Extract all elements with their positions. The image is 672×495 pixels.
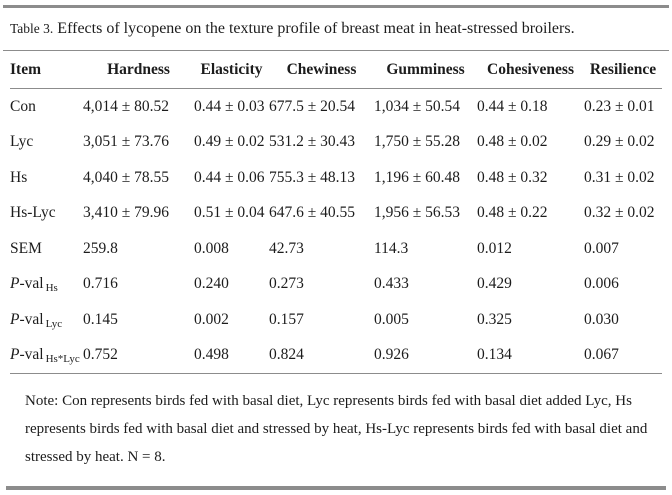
- column-header-cohesiveness: Cohesiveness: [477, 51, 584, 89]
- cell-pval-hs-lyc-gumminess: 0.926: [374, 337, 477, 374]
- row-label-main: -val: [19, 346, 44, 364]
- cell-sem-elasticity: 0.008: [194, 239, 229, 257]
- table-row-hs-lyc: Hs-Lyc 3,410 ± 79.96 0.51 ± 0.04 647.6 ±…: [10, 196, 662, 232]
- table-title: Table 3. Effects of lycopene on the text…: [0, 8, 672, 50]
- cell-lyc-cohesiveness: 0.48 ± 0.02: [477, 133, 548, 151]
- table-number-label: Table 3.: [10, 21, 54, 36]
- cell-con-gumminess: 1,034 ± 50.54: [374, 97, 461, 115]
- cell-pval-hs-cohesiveness: 0.429: [477, 275, 512, 293]
- cell-hs-lyc-gumminess: 1,956 ± 56.53: [374, 204, 461, 222]
- cell-hs-resilience: 0.31 ± 0.02: [584, 168, 655, 186]
- cell-lyc-elasticity: 0.49 ± 0.02: [194, 133, 265, 151]
- cell-con-elasticity: 0.44 ± 0.03: [194, 97, 265, 115]
- table-note: Note: Con represents birds fed with basa…: [25, 393, 648, 465]
- cell-pval-hs-hardness: 0.716: [83, 275, 118, 293]
- column-header-hardness: Hardness: [83, 51, 194, 89]
- bottom-rule: [6, 486, 666, 490]
- cell-pval-lyc-hardness: 0.145: [83, 310, 118, 328]
- table-row-pval-hs-lyc: P-val Hs*Lyc 0.752 0.498 0.824 0.926 0.13…: [10, 337, 662, 374]
- row-label-sem: SEM: [10, 231, 83, 267]
- table-row-pval-lyc: P-val Lyc 0.145 0.002 0.157 0.005 0.325 0…: [10, 302, 662, 338]
- cell-lyc-chewiness: 531.2 ± 30.43: [269, 133, 356, 151]
- column-header-gumminess: Gumminess: [374, 51, 477, 89]
- table-row-con: Con 4,014 ± 80.52 0.44 ± 0.03 677.5 ± 20…: [10, 89, 662, 125]
- row-label-con: Con: [10, 89, 83, 125]
- row-label-pval-hs: P-val Hs: [10, 267, 83, 303]
- row-label-main: Hs: [10, 168, 28, 186]
- cell-pval-hs-lyc-hardness: 0.752: [83, 337, 194, 374]
- cell-pval-hs-lyc-cohesiveness: 0.134: [477, 337, 584, 374]
- row-label-pval-lyc: P-val Lyc: [10, 302, 83, 338]
- row-label-subscript: Hs*Lyc: [45, 353, 80, 366]
- table-row-sem: SEM 259.8 0.008 42.73 114.3 0.012 0.007: [10, 231, 662, 267]
- table-row-pval-hs: P-val Hs 0.716 0.240 0.273 0.433 0.429 0.…: [10, 267, 662, 303]
- cell-lyc-resilience: 0.29 ± 0.02: [584, 133, 655, 151]
- row-label-main: Hs-Lyc: [10, 204, 56, 222]
- row-label-hs-lyc: Hs-Lyc: [10, 196, 83, 232]
- cell-con-cohesiveness: 0.44 ± 0.18: [477, 97, 548, 115]
- cell-hs-gumminess: 1,196 ± 60.48: [374, 168, 461, 186]
- cell-hs-elasticity: 0.44 ± 0.06: [194, 168, 265, 186]
- table-row-hs: Hs 4,040 ± 78.55 0.44 ± 0.06 755.3 ± 48.…: [10, 160, 662, 196]
- cell-pval-lyc-gumminess: 0.005: [374, 310, 409, 328]
- row-label-subscript: Hs: [45, 282, 58, 295]
- top-rule: [3, 5, 669, 8]
- cell-con-hardness: 4,014 ± 80.52: [83, 97, 170, 115]
- cell-hs-lyc-elasticity: 0.51 ± 0.04: [194, 204, 265, 222]
- cell-sem-chewiness: 42.73: [269, 239, 304, 257]
- cell-hs-lyc-cohesiveness: 0.48 ± 0.22: [477, 204, 548, 222]
- cell-sem-cohesiveness: 0.012: [477, 239, 512, 257]
- row-label-subscript: Lyc: [45, 317, 63, 330]
- row-label-italic: P: [10, 275, 20, 293]
- row-label-main: SEM: [10, 239, 42, 257]
- cell-sem-resilience: 0.007: [584, 239, 619, 257]
- row-label-italic: P: [10, 346, 20, 364]
- column-header-resilience: Resilience: [584, 51, 662, 89]
- column-header-chewiness: Chewiness: [269, 51, 374, 89]
- cell-hs-cohesiveness: 0.48 ± 0.32: [477, 168, 548, 186]
- cell-pval-hs-lyc-resilience: 0.067: [584, 337, 662, 374]
- column-header-elasticity: Elasticity: [194, 51, 269, 89]
- cell-pval-hs-lyc-chewiness: 0.824: [269, 337, 374, 374]
- cell-pval-hs-gumminess: 0.433: [374, 275, 409, 293]
- row-label-main: -val: [19, 310, 44, 328]
- cell-hs-lyc-chewiness: 647.6 ± 40.55: [269, 204, 356, 222]
- cell-pval-hs-resilience: 0.006: [584, 275, 619, 293]
- cell-hs-hardness: 4,040 ± 78.55: [83, 168, 170, 186]
- row-label-lyc: Lyc: [10, 125, 83, 161]
- cell-pval-hs-chewiness: 0.273: [269, 275, 304, 293]
- cell-sem-hardness: 259.8: [83, 239, 118, 257]
- cell-pval-hs-lyc-elasticity: 0.498: [194, 337, 269, 374]
- header-row: Item Hardness Elasticity Chewiness Gummi…: [10, 51, 662, 89]
- row-label-italic: P: [10, 310, 20, 328]
- cell-con-resilience: 0.23 ± 0.01: [584, 97, 655, 115]
- row-label-hs: Hs: [10, 160, 83, 196]
- cell-pval-lyc-chewiness: 0.157: [269, 310, 304, 328]
- cell-pval-hs-elasticity: 0.240: [194, 275, 229, 293]
- cell-hs-lyc-hardness: 3,410 ± 79.96: [83, 204, 170, 222]
- cell-lyc-gumminess: 1,750 ± 55.28: [374, 133, 461, 151]
- row-label-main: Con: [10, 97, 36, 115]
- cell-hs-chewiness: 755.3 ± 48.13: [269, 168, 356, 186]
- cell-pval-lyc-elasticity: 0.002: [194, 310, 229, 328]
- row-label-pval-hs-lyc: P-val Hs*Lyc: [10, 337, 83, 374]
- row-label-main: Lyc: [10, 133, 34, 151]
- cell-lyc-hardness: 3,051 ± 73.76: [83, 133, 170, 151]
- cell-pval-lyc-resilience: 0.030: [584, 310, 619, 328]
- data-table: Item Hardness Elasticity Chewiness Gummi…: [10, 51, 662, 374]
- cell-hs-lyc-resilience: 0.32 ± 0.02: [584, 204, 655, 222]
- row-label-main: -val: [19, 275, 44, 293]
- column-header-item: Item: [10, 51, 83, 89]
- cell-pval-lyc-cohesiveness: 0.325: [477, 310, 512, 328]
- table-row-lyc: Lyc 3,051 ± 73.76 0.49 ± 0.02 531.2 ± 30…: [10, 125, 662, 161]
- table-title-text: Effects of lycopene on the texture profi…: [57, 20, 575, 37]
- title-separator-rule: [3, 50, 669, 51]
- cell-sem-gumminess: 114.3: [374, 239, 409, 257]
- cell-con-chewiness: 677.5 ± 20.54: [269, 97, 356, 115]
